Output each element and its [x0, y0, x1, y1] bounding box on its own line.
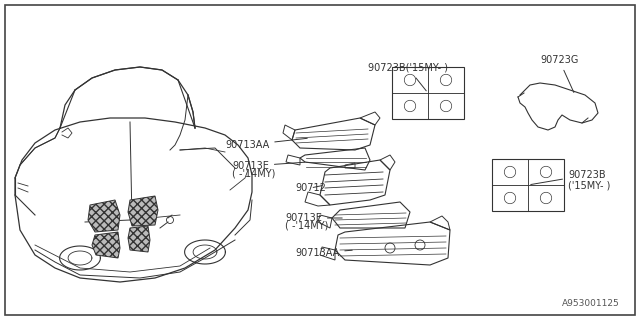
Text: 90713E: 90713E	[285, 213, 342, 223]
Polygon shape	[128, 196, 158, 226]
Text: 90723B('15MY- ): 90723B('15MY- )	[368, 63, 448, 91]
Text: ('15MY- ): ('15MY- )	[568, 180, 611, 190]
Text: 90713AA: 90713AA	[295, 248, 352, 258]
Text: 90723G: 90723G	[540, 55, 579, 92]
Polygon shape	[88, 200, 120, 232]
Text: 90723B: 90723B	[531, 170, 605, 185]
Text: ( -'14MY): ( -'14MY)	[285, 221, 328, 231]
Polygon shape	[92, 232, 120, 258]
Polygon shape	[128, 226, 150, 252]
Text: A953001125: A953001125	[563, 299, 620, 308]
Text: ( -'14MY): ( -'14MY)	[232, 169, 275, 179]
Text: 90713E: 90713E	[232, 161, 305, 171]
Text: 90712: 90712	[295, 183, 326, 193]
Text: 90713AA: 90713AA	[225, 138, 307, 150]
